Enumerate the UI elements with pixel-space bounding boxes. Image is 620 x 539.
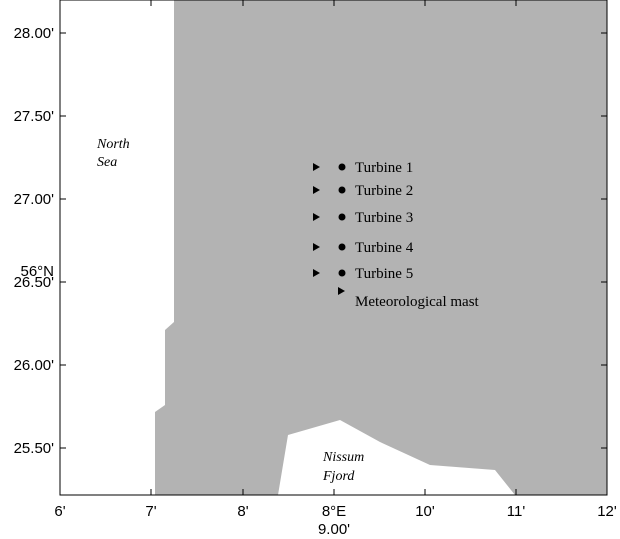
mast-marker — [338, 287, 345, 295]
turbine-label: Turbine 2 — [355, 183, 413, 199]
place-label: Nissum — [322, 450, 364, 465]
x-tick-label: 11' — [507, 503, 526, 520]
turbine-label: Turbine 3 — [355, 210, 413, 226]
mast-marker — [313, 269, 320, 277]
mast-marker — [313, 243, 320, 251]
mast-label: Meteorological mast — [355, 294, 480, 310]
turbine-marker — [338, 243, 346, 251]
x-tick-label: 8' — [237, 503, 248, 520]
y-sublabel: 56°N — [20, 263, 54, 280]
turbine-label: Turbine 1 — [355, 160, 413, 176]
y-tick-label: 28.00' — [14, 25, 55, 42]
turbine-marker — [338, 186, 346, 194]
y-tick-label: 27.00' — [14, 191, 55, 208]
mast-marker — [313, 163, 320, 171]
x-sublabel: 9.00' — [318, 521, 350, 538]
place-label: Sea — [97, 155, 117, 170]
turbine-marker — [338, 213, 346, 221]
place-label: Fjord — [322, 469, 355, 484]
y-tick-label: 26.00' — [14, 357, 55, 374]
mast-marker — [313, 213, 320, 221]
y-tick-label: 27.50' — [14, 108, 55, 125]
x-tick-label: 10' — [415, 503, 435, 520]
x-tick-label: 8°E — [322, 503, 346, 520]
turbine-marker — [338, 163, 346, 171]
turbine-label: Turbine 5 — [355, 266, 413, 282]
turbine-label: Turbine 4 — [355, 240, 414, 256]
y-tick-label: 26.50' — [14, 274, 55, 291]
y-tick-label: 25.50' — [14, 440, 55, 457]
land — [155, 0, 607, 495]
turbine-marker — [338, 269, 346, 277]
mast-marker — [313, 186, 320, 194]
place-label: North — [96, 137, 130, 152]
x-tick-label: 12' — [597, 503, 617, 520]
x-tick-label: 6' — [54, 503, 65, 520]
x-tick-label: 7' — [145, 503, 156, 520]
